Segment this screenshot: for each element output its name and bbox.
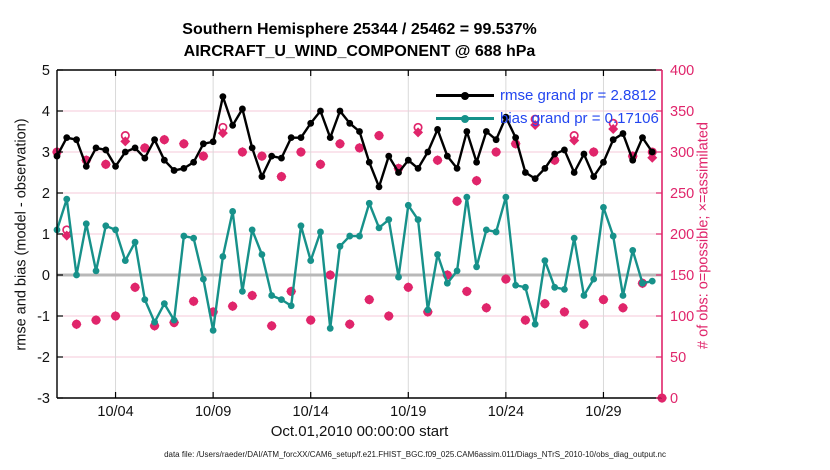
legend-item-bias: bias grand pr = 0.17106 xyxy=(436,107,659,130)
svg-text:200: 200 xyxy=(670,227,694,243)
data-file-path: data file: /Users/raeder/DAI/ATM_forcXX/… xyxy=(164,450,666,459)
svg-text:2: 2 xyxy=(42,186,50,202)
svg-text:100: 100 xyxy=(670,309,694,325)
chart-title: Southern Hemisphere 25344 / 25462 = 99.5… xyxy=(182,21,537,38)
axes-layer xyxy=(56,69,663,399)
svg-text:50: 50 xyxy=(670,350,686,366)
svg-text:10/24: 10/24 xyxy=(488,404,524,420)
obs-assimilated-markers xyxy=(52,119,667,403)
chart-subtitle: AIRCRAFT_U_WIND_COMPONENT @ 688 hPa xyxy=(183,43,536,60)
svg-text:-2: -2 xyxy=(37,350,50,366)
svg-text:3: 3 xyxy=(42,145,50,161)
bias-series xyxy=(53,193,656,334)
legend-label-rmse: rmse grand pr = 2.8812 xyxy=(500,87,657,104)
bias-marker-dot-icon xyxy=(461,114,469,123)
tick-labels: 10/04 10/09 10/14 10/19 10/24 10/29 5 4 3 2 1 0 -1 -2… xyxy=(37,63,694,420)
svg-text:10/09: 10/09 xyxy=(195,404,231,420)
svg-text:5: 5 xyxy=(42,63,50,79)
svg-text:150: 150 xyxy=(670,268,694,284)
bias-line-swatch-icon xyxy=(436,114,494,124)
svg-text:350: 350 xyxy=(670,104,694,120)
y-axis-label-right: # of obs: o=possible; ×=assimilated xyxy=(695,122,712,349)
legend: rmse grand pr = 2.8812 bias grand pr = 0… xyxy=(436,84,659,130)
svg-text:0: 0 xyxy=(42,268,50,284)
svg-text:300: 300 xyxy=(670,145,694,161)
rmse-marker-dot-icon xyxy=(461,91,469,100)
svg-text:-1: -1 xyxy=(37,309,50,325)
legend-label-bias: bias grand pr = 0.17106 xyxy=(500,110,659,127)
x-axis-label: Oct.01,2010 00:00:00 start xyxy=(270,423,449,440)
svg-text:250: 250 xyxy=(670,186,694,202)
y-axis-label-left: rmse and bias (model - observation) xyxy=(13,118,30,351)
rmse-series xyxy=(53,93,656,191)
svg-text:1: 1 xyxy=(42,227,50,243)
svg-text:10/29: 10/29 xyxy=(585,404,621,420)
svg-text:400: 400 xyxy=(670,63,694,79)
legend-item-rmse: rmse grand pr = 2.8812 xyxy=(436,84,659,107)
svg-text:10/19: 10/19 xyxy=(390,404,426,420)
rmse-line-swatch-icon xyxy=(436,91,494,101)
svg-text:10/04: 10/04 xyxy=(97,404,133,420)
svg-text:0: 0 xyxy=(670,391,678,407)
svg-text:-3: -3 xyxy=(37,391,50,407)
svg-text:4: 4 xyxy=(42,104,50,120)
svg-text:10/14: 10/14 xyxy=(293,404,329,420)
